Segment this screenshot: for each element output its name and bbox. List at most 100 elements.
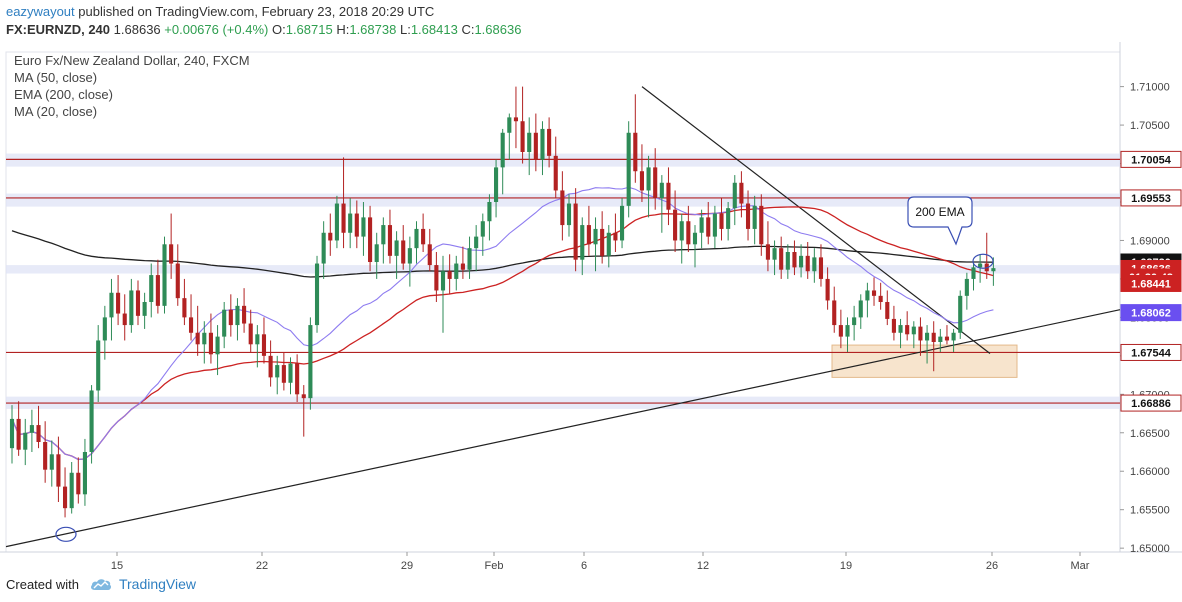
price-change: +0.00676 (+0.4%): [164, 22, 269, 37]
candle-body: [765, 244, 770, 260]
candle-body: [692, 232, 698, 245]
candle-body: [421, 228, 426, 245]
candle-body: [673, 209, 678, 241]
candle-body: [858, 300, 863, 318]
falling-trendline: [641, 86, 991, 355]
candle-body: [925, 332, 930, 341]
candle-body: [726, 208, 731, 229]
candle-body: [434, 265, 439, 291]
tradingview-brand-link[interactable]: TradingView: [118, 576, 197, 592]
candle-body: [454, 263, 459, 279]
candle-body: [792, 252, 797, 268]
candle-body: [613, 232, 618, 241]
candle-body: [719, 213, 724, 229]
candle-body: [182, 298, 187, 318]
high-label: H:: [336, 22, 350, 37]
candle-body: [944, 336, 950, 341]
candle-body: [898, 325, 903, 333]
x-tick-label: 26: [986, 560, 998, 570]
candle-body: [228, 309, 233, 326]
y-tick-label: 1.66500: [1130, 428, 1170, 440]
candle-body: [334, 203, 339, 241]
candle-body: [799, 255, 804, 268]
ohlc-line: FX:EURNZD, 240 1.68636 +0.00676 (+0.4%) …: [6, 22, 521, 37]
candle-body: [540, 128, 545, 160]
candle-body: [533, 132, 538, 160]
last-price: 1.68636: [113, 22, 161, 37]
candle-body: [76, 472, 81, 495]
candle-body: [440, 271, 446, 291]
candle-body: [560, 190, 565, 226]
candle-body: [69, 472, 74, 509]
candle-body: [500, 132, 505, 168]
candle-body: [527, 132, 532, 152]
candle-body: [646, 167, 651, 191]
x-tick-label: 19: [840, 560, 852, 570]
plot-area: [5, 51, 1121, 553]
ema200-line: [11, 230, 994, 278]
candle-body: [268, 355, 273, 378]
candle-body: [169, 244, 174, 264]
price-badge-bg: [1120, 343, 1182, 361]
candle-body: [712, 213, 717, 237]
candle-body: [368, 217, 373, 262]
candle-body: [9, 418, 15, 449]
candle-body: [89, 390, 94, 452]
x-tick-label: 22: [256, 560, 268, 570]
candle-body: [832, 300, 837, 326]
candle-body: [878, 295, 883, 302]
candle-body: [202, 332, 207, 345]
candle-body: [460, 263, 465, 270]
candle-body: [606, 232, 611, 256]
candle-body: [354, 213, 359, 237]
candle-body: [586, 225, 591, 245]
candle-body: [805, 255, 810, 272]
candle-body: [666, 182, 671, 210]
candle-body: [825, 278, 830, 301]
x-tick-label: 6: [581, 560, 587, 570]
candle-body: [162, 244, 167, 306]
candle-body: [427, 244, 432, 266]
callout-bubble: [907, 196, 973, 246]
candle-body: [779, 248, 784, 270]
candle-body: [414, 228, 419, 249]
candle-body: [49, 454, 54, 470]
open-label: O:: [271, 22, 286, 37]
candle-body: [82, 452, 87, 495]
candle-body: [818, 257, 824, 279]
author-link[interactable]: eazywayout: [6, 4, 75, 19]
legend-ema200: EMA (200, close): [14, 87, 113, 102]
candle-body: [885, 302, 890, 319]
price-chart[interactable]: 200 EMA 1.65000 1.65500 1.66000 1.66500 1.67…: [0, 42, 1182, 570]
candle-body: [235, 305, 240, 326]
candle-body: [566, 203, 572, 226]
current-price-circle: [972, 253, 994, 269]
candle-body: [520, 121, 525, 152]
price-badge-bg: [1120, 274, 1182, 292]
x-tick-label: Feb: [485, 560, 504, 570]
candle-body: [593, 228, 598, 245]
candle-body: [633, 132, 638, 172]
candle-body: [381, 225, 386, 245]
candle-body: [706, 217, 711, 237]
candle-body: [467, 248, 472, 270]
symbol-label: FX:EURNZD, 240: [6, 22, 111, 37]
candle-body: [142, 302, 147, 316]
candle-body: [845, 325, 850, 337]
candle-body: [772, 248, 777, 260]
price-badge-bg: [1120, 304, 1182, 322]
legend-ma20: MA (20, close): [14, 104, 98, 119]
price-badge-label: 1.69553: [1131, 193, 1171, 205]
candle-body: [102, 317, 107, 341]
y-tick-label: 1.65000: [1130, 543, 1170, 555]
candle-body: [341, 203, 346, 233]
candle-body: [281, 365, 286, 383]
candle-body: [507, 117, 512, 133]
swing-low-circle: [55, 526, 77, 542]
price-badge-bg: [1120, 150, 1182, 168]
footer: Created with TradingView: [6, 576, 196, 592]
candle-body: [838, 325, 843, 337]
candle-body: [639, 171, 644, 191]
low-label: L:: [399, 22, 411, 37]
candle-body: [135, 290, 141, 316]
